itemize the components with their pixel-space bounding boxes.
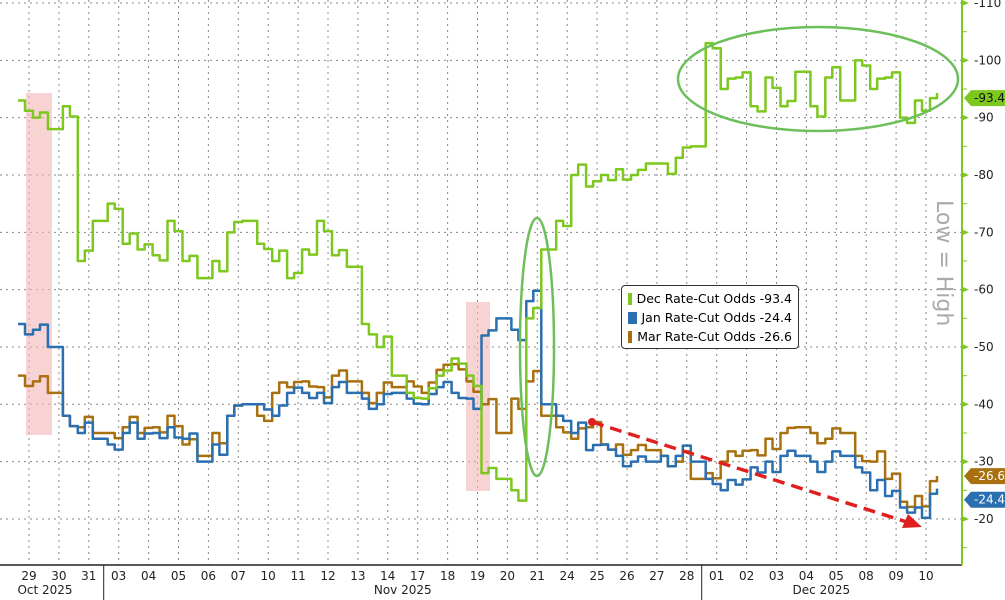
y-tick-label: -100 <box>974 53 1001 67</box>
last-value-tag <box>964 468 1005 485</box>
y-tick-marker <box>962 515 969 522</box>
y-tick-label: -80 <box>974 168 994 182</box>
x-tick-label: 07 <box>231 569 246 583</box>
legend-item-mar: Mar Rate-Cut Odds -26.6 <box>628 327 792 346</box>
x-tick-label: 01 <box>709 569 724 583</box>
x-tick-label: 17 <box>410 569 425 583</box>
x-tick-label: 19 <box>470 569 485 583</box>
x-tick-label: 20 <box>500 569 515 583</box>
x-tick-label: 26 <box>619 569 634 583</box>
y-tick-label: -40 <box>974 397 994 411</box>
x-tick-label: 10 <box>261 569 276 583</box>
highlight-ellipse <box>518 216 556 478</box>
legend-value: 93.4 <box>764 291 792 306</box>
series-line-jan <box>18 289 939 520</box>
y-tick-marker <box>962 57 969 64</box>
legend-swatch <box>628 292 632 305</box>
highlight-box <box>466 302 490 491</box>
y-tick-marker <box>962 343 969 350</box>
highlight-ellipse <box>676 25 960 133</box>
y-tick-marker <box>962 286 969 293</box>
x-tick-label: 05 <box>829 569 844 583</box>
month-label: Oct 2025 <box>17 583 72 597</box>
x-tick-label: 03 <box>769 569 784 583</box>
y-tick-marker <box>962 458 969 465</box>
legend-value: 26.6 <box>764 329 792 344</box>
y-tick-marker <box>962 171 969 178</box>
last-value-tag <box>964 491 1005 508</box>
x-tick-label: 12 <box>320 569 335 583</box>
y-tick-label: -60 <box>974 283 994 297</box>
x-tick-label: 10 <box>918 569 933 583</box>
x-tick-label: 08 <box>859 569 874 583</box>
y-tick-label: -20 <box>974 512 994 526</box>
legend-swatch <box>628 311 637 324</box>
x-tick-label: 03 <box>111 569 126 583</box>
y-tick-marker <box>962 401 969 408</box>
legend: Dec Rate-Cut Odds -93.4 Jan Rate-Cut Odd… <box>621 285 799 349</box>
legend-item-dec: Dec Rate-Cut Odds -93.4 <box>628 289 792 308</box>
x-tick-label: 25 <box>589 569 604 583</box>
series-line-dec <box>18 41 939 502</box>
y-tick-marker <box>962 229 969 236</box>
last-value-label: -26.6 <box>974 469 1005 483</box>
x-tick-label: 21 <box>530 569 545 583</box>
x-tick-label: 30 <box>51 569 66 583</box>
y-tick-label: -70 <box>974 225 994 239</box>
legend-item-jan: Jan Rate-Cut Odds -24.4 <box>628 308 792 327</box>
y-tick-label: -30 <box>974 455 994 469</box>
last-value-label: -93.4 <box>974 91 1005 105</box>
x-tick-label: 09 <box>888 569 903 583</box>
trend-arrow-head <box>902 514 922 528</box>
x-tick-label: 24 <box>560 569 575 583</box>
month-label: Dec 2025 <box>793 583 851 597</box>
legend-label: Mar Rate-Cut Odds <box>637 329 756 344</box>
x-tick-label: 13 <box>350 569 365 583</box>
x-tick-label: 28 <box>679 569 694 583</box>
x-tick-label: 06 <box>201 569 216 583</box>
y-tick-label: -110 <box>974 0 1001 10</box>
x-tick-label: 27 <box>649 569 664 583</box>
legend-swatch <box>628 330 633 343</box>
legend-value: 24.4 <box>764 310 792 325</box>
x-tick-label: 04 <box>141 569 156 583</box>
last-value-tag <box>964 90 1005 107</box>
y-tick-label: -50 <box>974 340 994 354</box>
y-tick-label: -90 <box>974 111 994 125</box>
legend-label: Jan Rate-Cut Odds <box>641 310 756 325</box>
x-tick-label: 29 <box>21 569 36 583</box>
x-tick-label: 04 <box>799 569 814 583</box>
x-tick-label: 11 <box>290 569 305 583</box>
x-tick-label: 31 <box>81 569 96 583</box>
last-value-label: -24.4 <box>974 493 1005 507</box>
x-tick-label: 05 <box>171 569 186 583</box>
x-tick-label: 02 <box>739 569 754 583</box>
y-tick-marker <box>962 0 969 6</box>
x-tick-label: 14 <box>380 569 395 583</box>
month-label: Nov 2025 <box>374 583 432 597</box>
x-tick-label: 18 <box>440 569 455 583</box>
legend-label: Dec Rate-Cut Odds <box>636 291 756 306</box>
y-tick-marker <box>962 114 969 121</box>
axis-note: Low = High <box>931 200 956 326</box>
